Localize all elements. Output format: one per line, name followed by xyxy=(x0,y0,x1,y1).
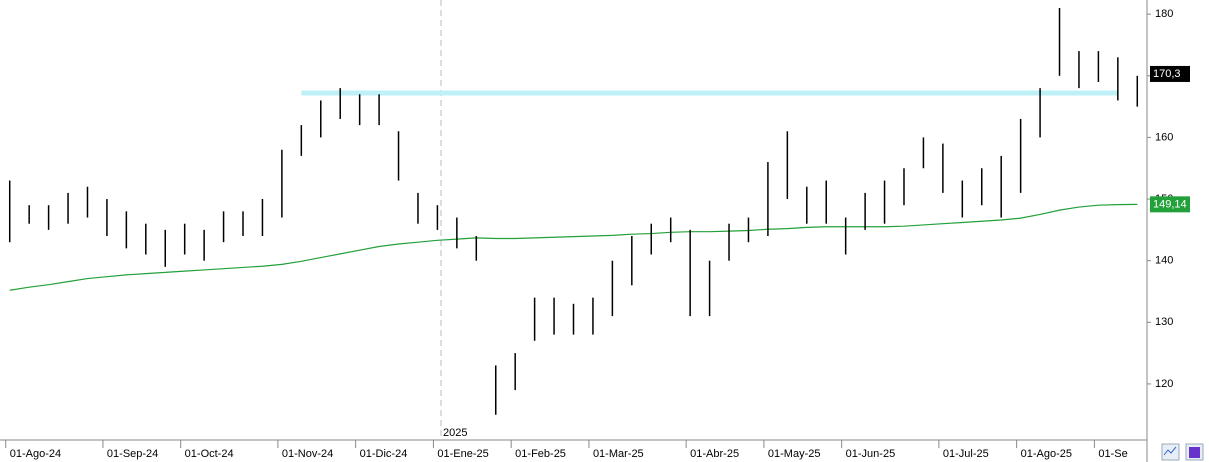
moving-average xyxy=(9,203,1138,291)
x-tick-label: 01-Sep-24 xyxy=(107,448,158,460)
x-tick-label: 01-Mar-25 xyxy=(593,448,644,460)
ma-value-box xyxy=(1150,196,1190,213)
y-tick-label: 140 xyxy=(1155,255,1173,267)
x-tick-label: 01-Feb-25 xyxy=(515,448,566,460)
x-tick-label: 01-Ago-24 xyxy=(10,448,61,460)
x-tick-label: 01-Ago-25 xyxy=(1021,448,1072,460)
x-tick-label: 01-Abr-25 xyxy=(690,448,739,460)
y-tick-label: 160 xyxy=(1155,131,1173,143)
x-tick-label: 01-Jul-25 xyxy=(943,448,989,460)
x-tick-label: 01-Dic-24 xyxy=(360,448,408,460)
x-tick-label: 01-May-25 xyxy=(768,448,821,460)
y-tick-label: 180 xyxy=(1155,8,1173,20)
y-tick-label: 130 xyxy=(1155,316,1173,328)
x-tick-label: 01-Se xyxy=(1098,448,1127,460)
indicator-icon xyxy=(1163,446,1177,456)
ma-value-label: 149,14 xyxy=(1153,198,1187,210)
x-tick-label: 01-Nov-24 xyxy=(282,448,333,460)
last-price-label: 170,3 xyxy=(1153,68,1181,80)
x-tick-label: 01-Jun-25 xyxy=(846,448,896,460)
last-price-box xyxy=(1150,65,1190,82)
year-label: 2025 xyxy=(443,427,467,439)
x-tick-label: 01-Ene-25 xyxy=(437,448,488,460)
toolbar xyxy=(1161,443,1204,461)
x-tick-label: 01-Oct-24 xyxy=(185,448,234,460)
save-icon xyxy=(1189,447,1200,458)
y-tick-label: 120 xyxy=(1155,378,1173,390)
